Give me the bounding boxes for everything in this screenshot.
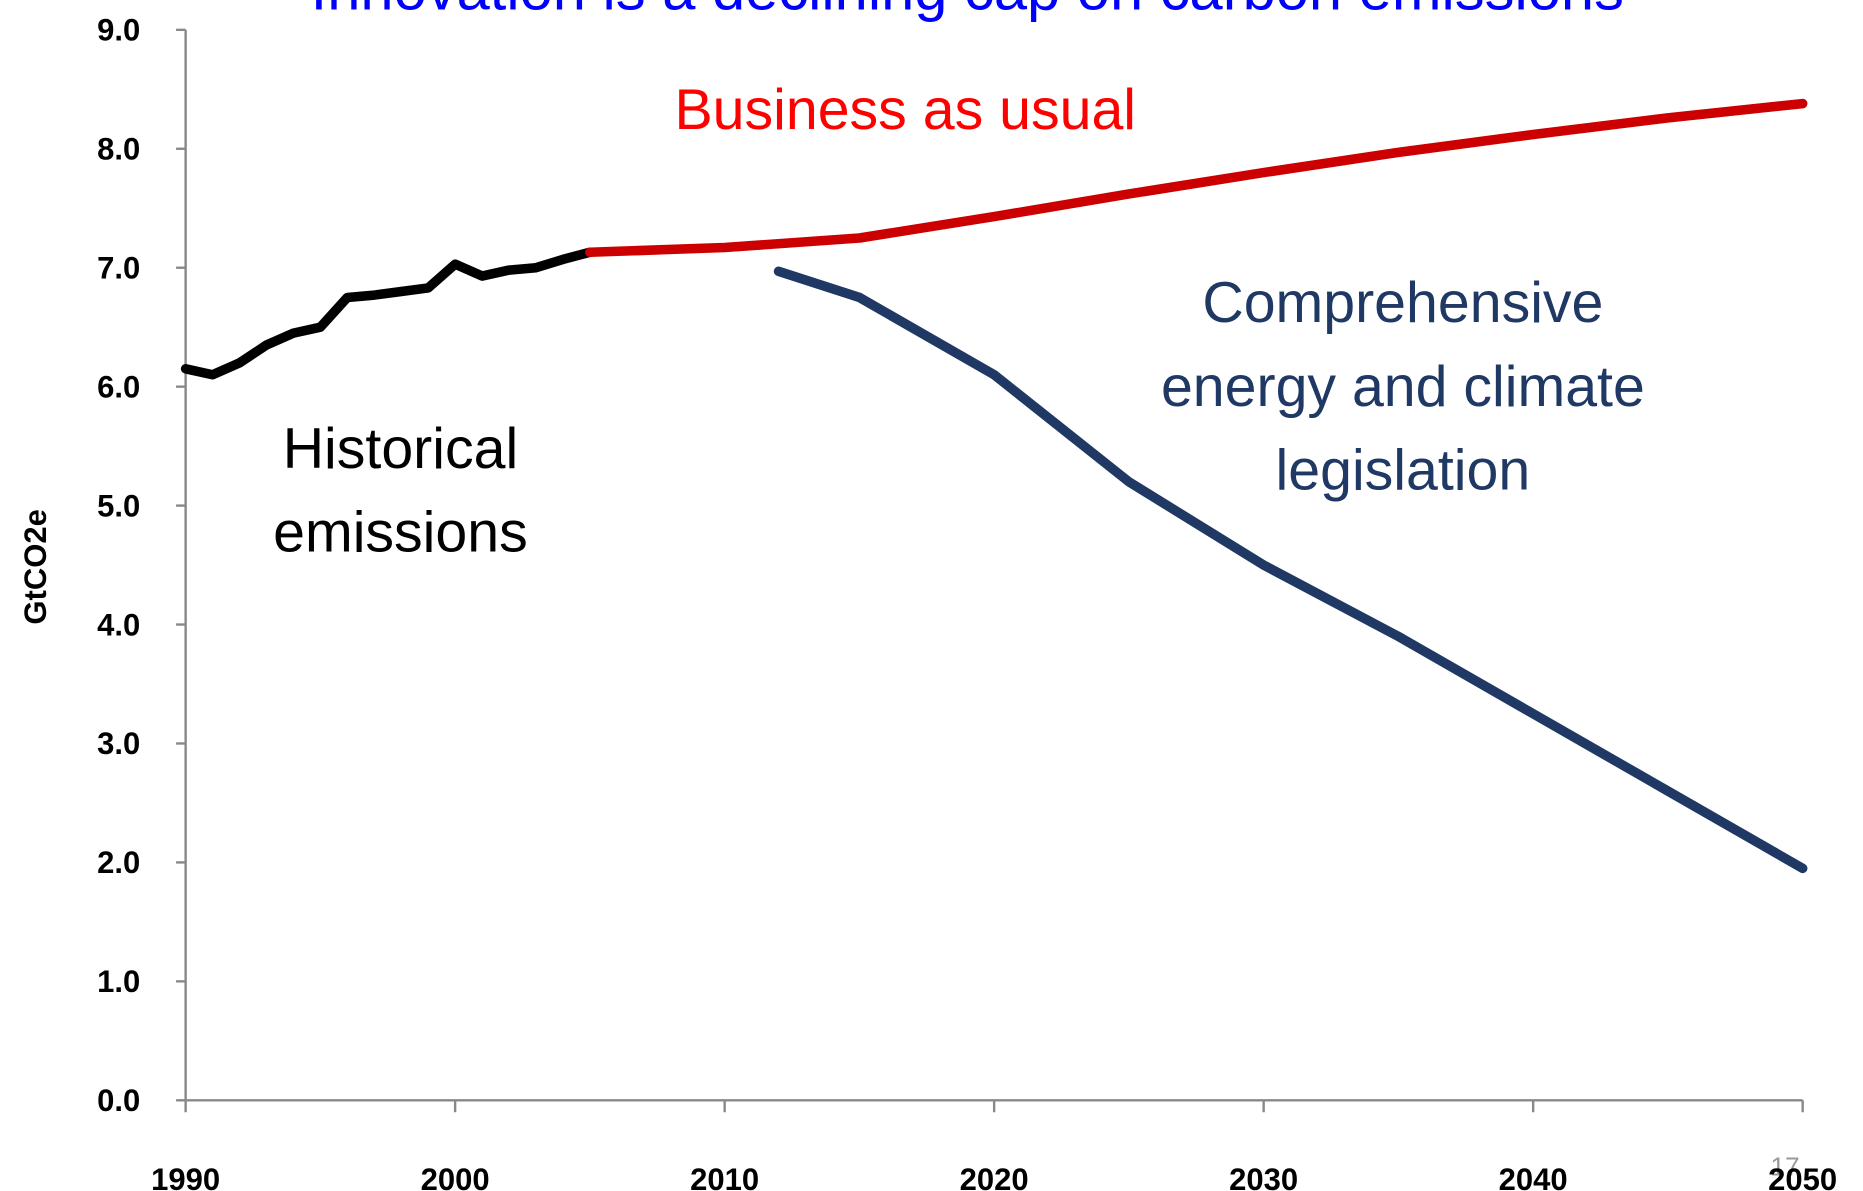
y-tick-label: 6.0 [97,369,140,404]
annotation-line: Comprehensive [1202,271,1603,335]
annotation-line: emissions [273,500,528,564]
chart-title: Innovation is a declining cap on carbon … [311,0,1624,23]
x-tick-label: 2050 [1768,1162,1837,1191]
annotation: Business as usual [674,78,1136,142]
x-tick-label: 2030 [1229,1162,1298,1191]
y-tick-label: 0.0 [97,1083,140,1118]
annotation-line: energy and climate [1161,355,1645,419]
y-tick-label: 5.0 [97,488,140,523]
x-tick-label: 2040 [1499,1162,1568,1191]
series-line [585,98,1808,258]
y-tick-label: 1.0 [97,964,140,999]
x-tick-label: 1990 [151,1162,220,1191]
y-tick-label: 9.0 [97,13,140,48]
annotation-line: Business as usual [674,78,1136,142]
annotation-line: Historical [283,417,518,481]
y-tick-label: 2.0 [97,845,140,880]
series-line [180,247,595,380]
annotation-line: legislation [1276,438,1531,502]
annotation: Comprehensive energy and climate legislati… [1161,271,1645,502]
annotation: Historical emissions [273,417,528,565]
y-axis-label: GtCO2e [18,509,53,624]
x-tick-label: 2020 [960,1162,1029,1191]
page-number: 17 [1770,1151,1799,1181]
y-tick-label: 7.0 [97,250,140,285]
series-line [773,266,1808,874]
y-tick-label: 3.0 [97,726,140,761]
y-tick-label: 4.0 [97,607,140,642]
x-tick-label: 2000 [421,1162,490,1191]
y-tick-label: 8.0 [97,132,140,167]
x-tick-label: 2010 [690,1162,759,1191]
